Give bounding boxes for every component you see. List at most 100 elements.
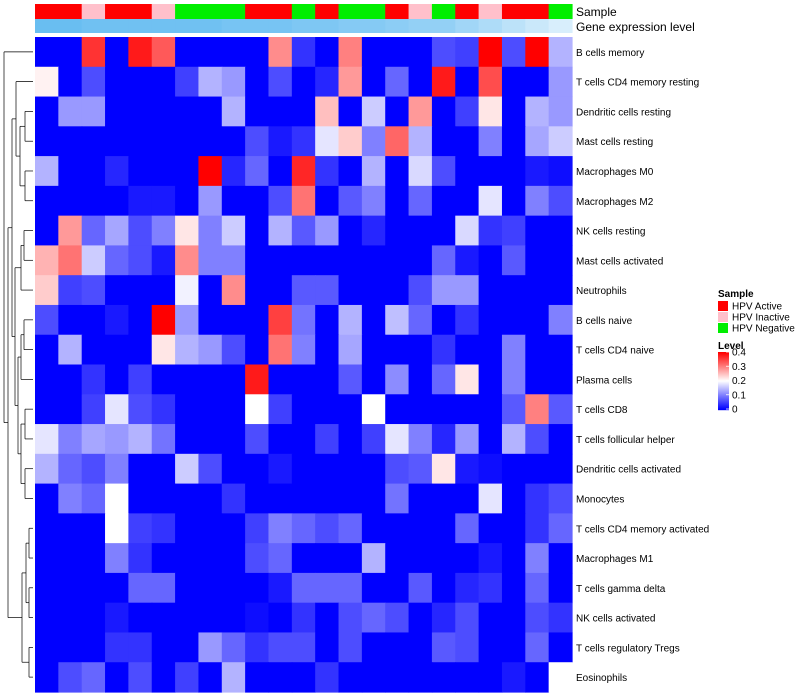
heatmap-cell bbox=[431, 424, 456, 455]
heatmap-cell bbox=[361, 185, 386, 217]
heatmap-cell bbox=[478, 513, 503, 544]
legend-gradient-step bbox=[718, 389, 729, 391]
heatmap-cell bbox=[198, 156, 223, 187]
heatmap-cell bbox=[338, 66, 363, 98]
heatmap-cell bbox=[221, 185, 246, 217]
legend-entry-label: HPV Active bbox=[732, 302, 782, 313]
heatmap-cell bbox=[245, 364, 270, 395]
expression-annotation-cell bbox=[35, 19, 59, 33]
heatmap-cell bbox=[58, 215, 83, 247]
heatmap-cell bbox=[361, 156, 386, 187]
legend-gradient-step bbox=[718, 391, 729, 393]
heatmap-cell bbox=[501, 543, 526, 574]
heatmap-cell bbox=[291, 632, 316, 663]
heatmap-cell bbox=[525, 96, 550, 127]
heatmap-cell bbox=[385, 215, 410, 247]
heatmap-cell bbox=[455, 245, 480, 276]
annotation-label-gene-expression: Gene expression level bbox=[576, 20, 695, 34]
heatmap-cell bbox=[548, 543, 573, 574]
heatmap-cell bbox=[385, 513, 410, 544]
heatmap-cell bbox=[525, 602, 550, 634]
heatmap-cell bbox=[81, 424, 106, 455]
heatmap-cell bbox=[501, 394, 526, 425]
heatmap-cell bbox=[525, 453, 550, 485]
heatmap-cell bbox=[408, 37, 433, 68]
heatmap-cell bbox=[268, 662, 293, 693]
heatmap-cell bbox=[501, 572, 526, 604]
row-label: B cells memory bbox=[576, 48, 644, 59]
heatmap-cell bbox=[408, 632, 433, 663]
heatmap-cell bbox=[525, 245, 550, 276]
expression-annotation-cell bbox=[385, 19, 410, 33]
heatmap-cell bbox=[81, 543, 106, 574]
heatmap-cell bbox=[175, 662, 200, 693]
heatmap-cell bbox=[198, 483, 223, 514]
heatmap-cell bbox=[338, 275, 363, 306]
heatmap-cell bbox=[81, 334, 106, 366]
heatmap-cell bbox=[81, 185, 106, 217]
heatmap-cell bbox=[175, 185, 200, 217]
heatmap-cell bbox=[81, 126, 106, 157]
heatmap-cell bbox=[81, 364, 106, 395]
legend-gradient-step bbox=[718, 395, 729, 397]
heatmap-cell bbox=[501, 126, 526, 157]
heatmap-cell bbox=[455, 96, 480, 127]
heatmap-cell bbox=[548, 364, 573, 395]
heatmap-cell bbox=[175, 424, 200, 455]
heatmap-cell bbox=[338, 245, 363, 276]
heatmap-cell bbox=[268, 334, 293, 366]
heatmap-cell bbox=[455, 66, 480, 98]
heatmap-cell bbox=[151, 453, 176, 485]
heatmap-cell bbox=[268, 602, 293, 634]
sample-annotation-cell bbox=[58, 4, 83, 19]
heatmap-cell bbox=[361, 37, 386, 68]
heatmap-cell bbox=[58, 96, 83, 127]
sample-annotation-cell bbox=[385, 4, 410, 19]
heatmap-cell bbox=[105, 483, 129, 514]
heatmap-cell bbox=[361, 334, 386, 366]
heatmap-cell bbox=[478, 215, 503, 247]
heatmap-cell bbox=[315, 453, 340, 485]
heatmap-cell bbox=[268, 245, 293, 276]
heatmap-cell bbox=[315, 126, 340, 157]
heatmap-cell bbox=[245, 602, 270, 634]
heatmap-cell bbox=[548, 602, 573, 634]
legend-gradient-step bbox=[718, 405, 729, 407]
heatmap-cell bbox=[291, 453, 316, 485]
heatmap-cell bbox=[338, 662, 363, 693]
heatmap-cell bbox=[198, 513, 223, 544]
heatmap-cell bbox=[548, 66, 573, 98]
heatmap-cell bbox=[338, 37, 363, 68]
sample-annotation-cell bbox=[105, 4, 129, 19]
sample-annotation-cell bbox=[361, 4, 386, 19]
heatmap-cell bbox=[361, 572, 386, 604]
heatmap-cell bbox=[291, 37, 316, 68]
legend-gradient-step bbox=[718, 404, 729, 406]
heatmap-cell bbox=[268, 453, 293, 485]
heatmap-cell bbox=[151, 364, 176, 395]
heatmap-cell bbox=[455, 543, 480, 574]
heatmap-cell bbox=[291, 96, 316, 127]
heatmap-cell bbox=[478, 662, 503, 693]
legend-gradient-step bbox=[718, 352, 729, 354]
heatmap-cell bbox=[268, 543, 293, 574]
heatmap-cell bbox=[128, 215, 153, 247]
heatmap-cell bbox=[338, 96, 363, 127]
heatmap-cell bbox=[338, 602, 363, 634]
heatmap-cell bbox=[35, 572, 59, 604]
row-label: Mast cells activated bbox=[576, 256, 663, 267]
heatmap-cell bbox=[361, 453, 386, 485]
legend-gradient-step bbox=[718, 382, 729, 384]
heatmap-cell bbox=[548, 156, 573, 187]
heatmap-cell bbox=[221, 126, 246, 157]
heatmap-cell bbox=[338, 543, 363, 574]
heatmap-cell bbox=[501, 632, 526, 663]
heatmap-cell bbox=[221, 37, 246, 68]
heatmap-cell bbox=[151, 424, 176, 455]
heatmap-cell bbox=[35, 96, 59, 127]
heatmap-cell bbox=[338, 483, 363, 514]
heatmap-cell bbox=[81, 394, 106, 425]
row-label: T cells CD4 memory resting bbox=[576, 78, 699, 89]
heatmap-cell bbox=[245, 37, 270, 68]
heatmap-cell bbox=[268, 572, 293, 604]
